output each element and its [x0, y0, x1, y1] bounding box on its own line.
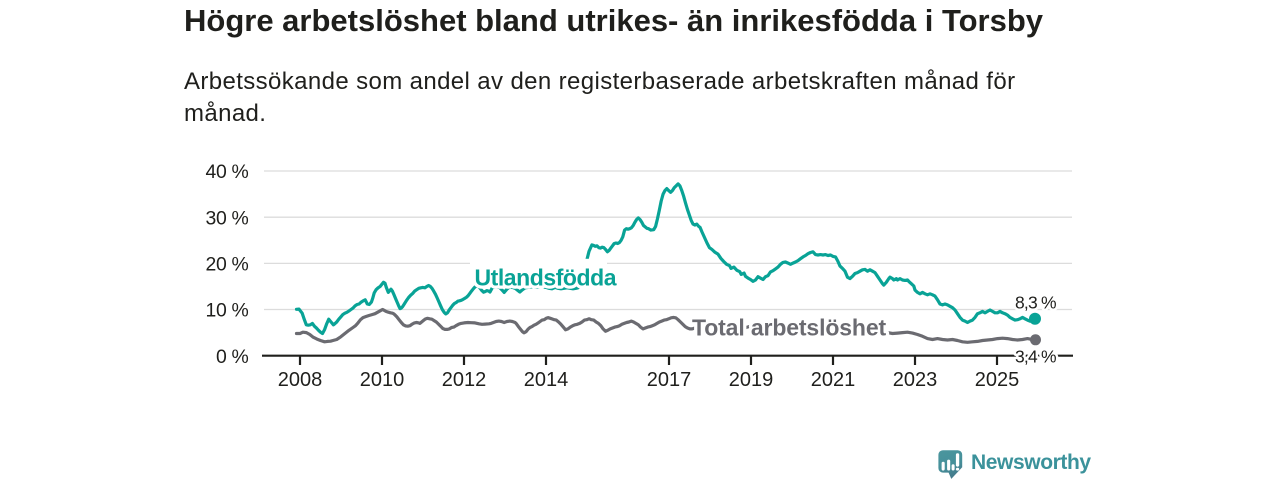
- svg-text:2008: 2008: [278, 369, 323, 391]
- svg-text:2019: 2019: [729, 369, 774, 391]
- svg-text:0 %: 0 %: [216, 346, 249, 368]
- svg-text:8,3 %: 8,3 %: [1015, 292, 1056, 312]
- svg-text:Utlandsfödda: Utlandsfödda: [475, 265, 617, 291]
- svg-text:Total arbetslöshet: Total arbetslöshet: [692, 315, 887, 341]
- svg-text:Newsworthy: Newsworthy: [971, 451, 1091, 474]
- svg-text:2010: 2010: [360, 369, 405, 391]
- svg-text:2014: 2014: [524, 369, 569, 391]
- svg-text:10 %: 10 %: [206, 300, 249, 322]
- svg-text:3,4 %: 3,4 %: [1015, 346, 1056, 366]
- svg-text:20 %: 20 %: [206, 254, 249, 276]
- svg-text:40 %: 40 %: [206, 161, 249, 183]
- svg-text:2023: 2023: [893, 369, 938, 391]
- svg-text:2021: 2021: [811, 369, 856, 391]
- svg-text:2025: 2025: [975, 369, 1020, 391]
- svg-text:30 %: 30 %: [206, 207, 249, 229]
- svg-text:2012: 2012: [442, 369, 487, 391]
- svg-text:2017: 2017: [647, 369, 692, 391]
